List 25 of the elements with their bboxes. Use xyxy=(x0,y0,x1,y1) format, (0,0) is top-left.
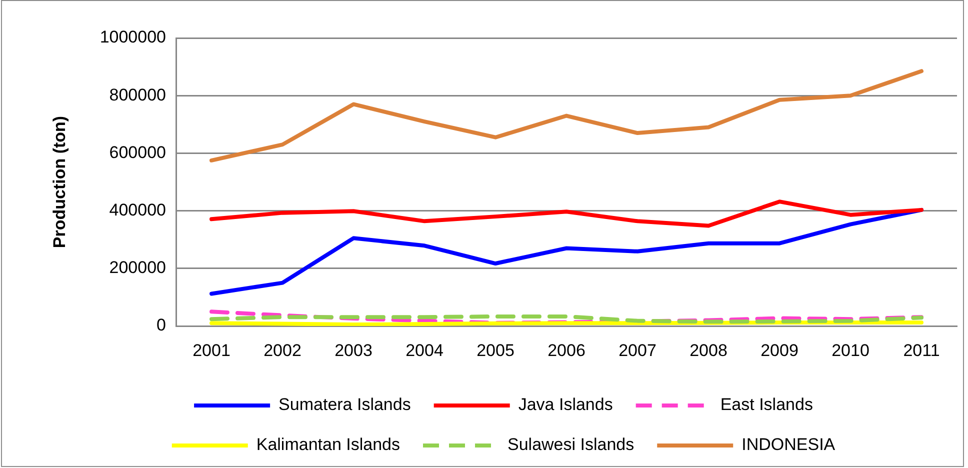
y-tick-label: 800000 xyxy=(109,85,166,104)
x-tick-label: 2002 xyxy=(264,340,302,360)
line-series xyxy=(210,310,924,325)
legend-label: INDONESIA xyxy=(742,435,836,454)
x-tick-label: 2008 xyxy=(690,340,728,360)
x-tick-label: 2006 xyxy=(548,340,586,360)
y-tick-label: 200000 xyxy=(109,258,166,278)
x-tick-label: 2009 xyxy=(760,340,798,360)
y-tick-label: 0 xyxy=(156,316,166,335)
y-tick-label: 600000 xyxy=(109,142,166,162)
x-tick-label: 2007 xyxy=(618,340,656,360)
x-tick-label: 2001 xyxy=(192,340,230,360)
legend-label: Sulawesi Islands xyxy=(508,435,634,454)
y-tick-label: 1000000 xyxy=(100,28,166,47)
y-axis-title: Production (ton) xyxy=(50,116,69,248)
x-tick-label: 2011 xyxy=(903,340,940,360)
legend-label: Java Islands xyxy=(518,395,613,414)
x-tick-label: 2005 xyxy=(476,340,514,360)
legend-label: Sumatera Islands xyxy=(278,395,411,414)
y-tick-label: 400000 xyxy=(109,200,166,220)
legend-label: East Islands xyxy=(720,395,813,414)
x-tick-label: 2004 xyxy=(406,340,444,360)
x-tick-label: 2003 xyxy=(334,340,372,360)
legend-label: Kalimantan Islands xyxy=(256,435,400,454)
x-tick-label: 2010 xyxy=(832,340,870,360)
